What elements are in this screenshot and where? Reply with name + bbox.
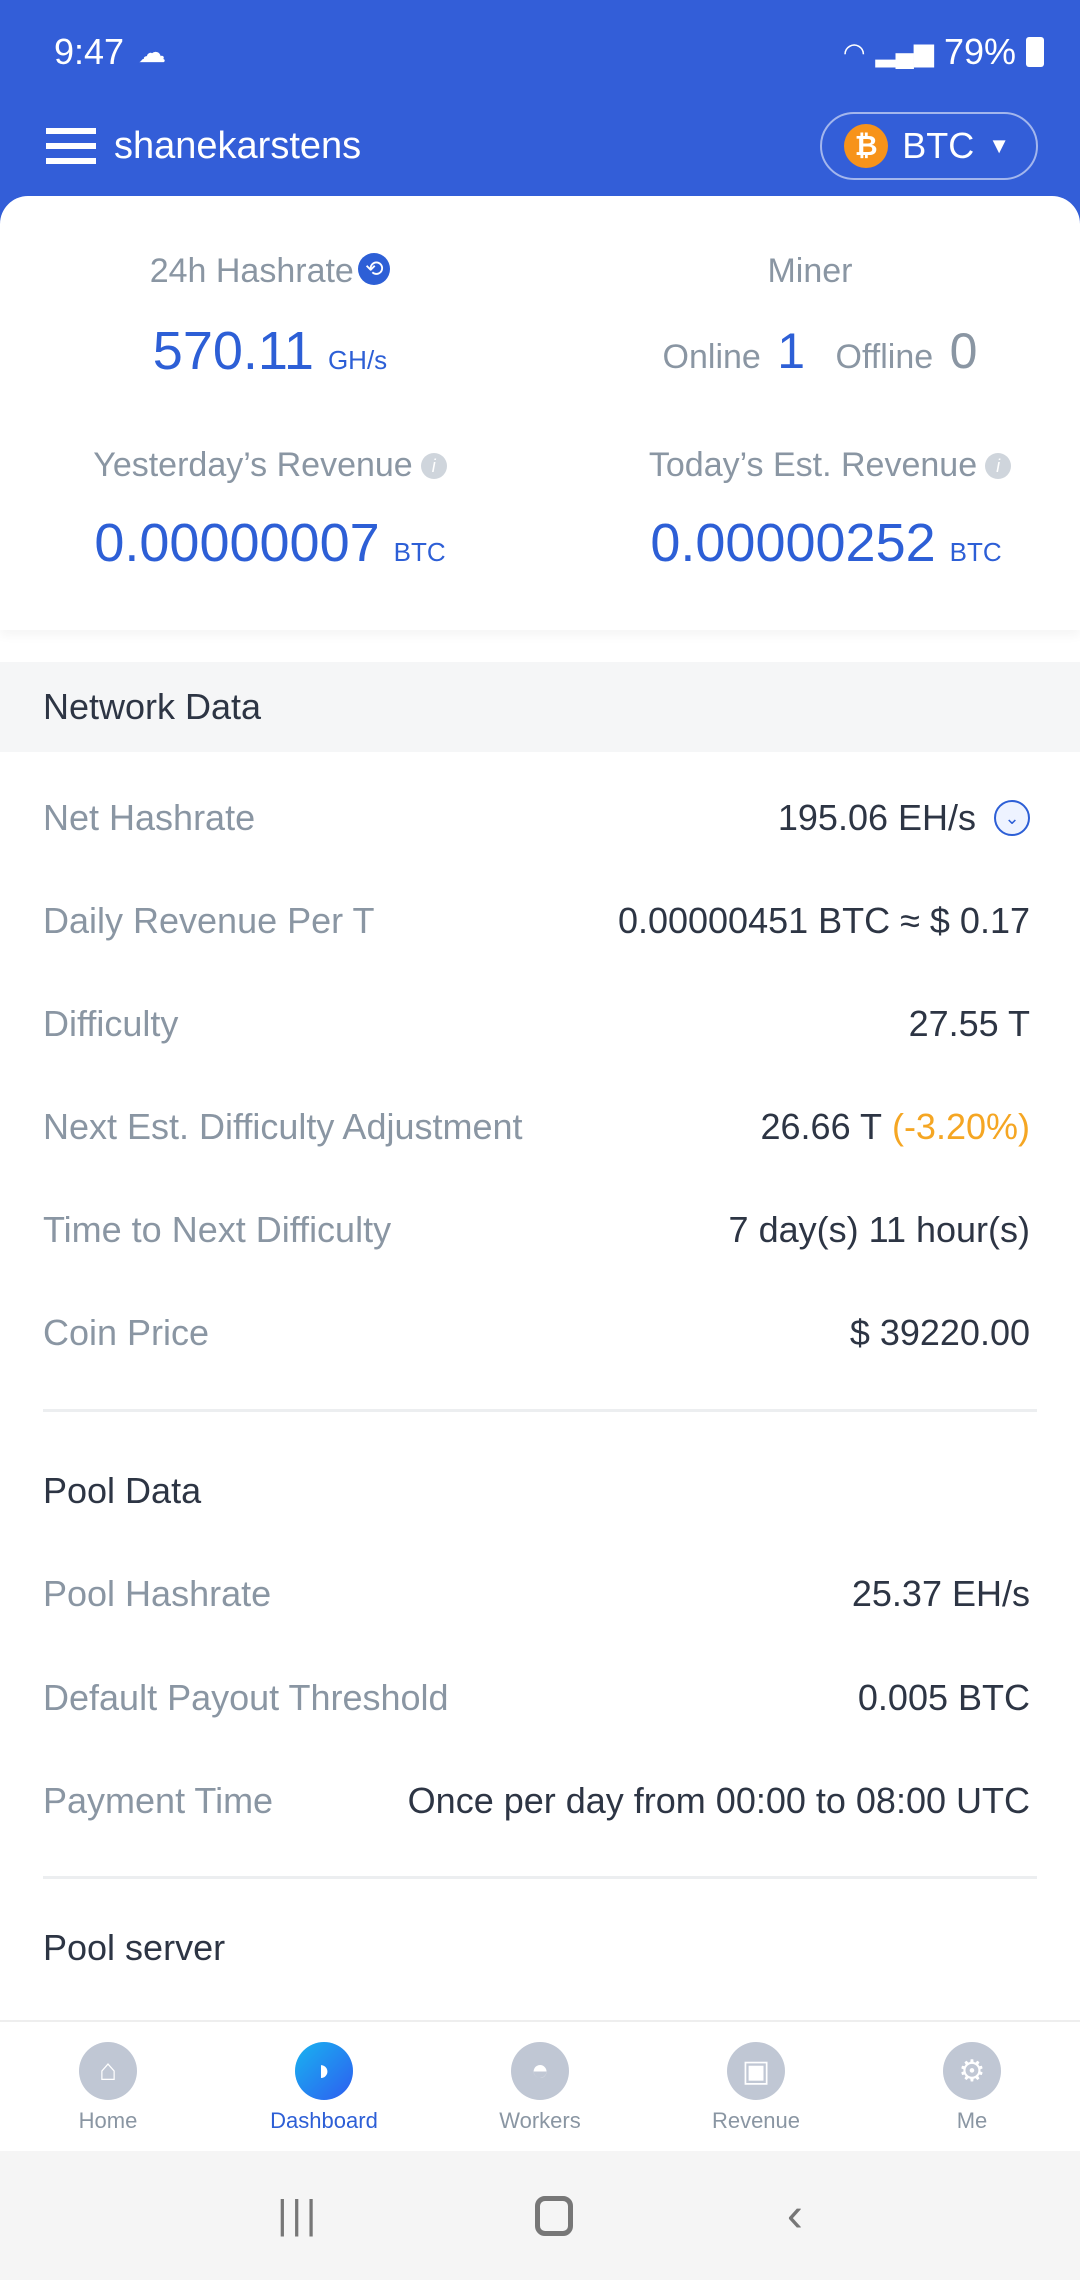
network-data-header: Network Data — [0, 662, 1080, 752]
bitcoin-icon: ₿ — [844, 124, 889, 168]
signal-icon: ▂▄▆ — [875, 36, 934, 67]
divider — [43, 1409, 1037, 1412]
today-unit: BTC — [949, 537, 1002, 567]
daily-revenue-row: Daily Revenue Per T 0.00000451 BTC ≈ $ 0.… — [43, 891, 1030, 951]
pool-hashrate-row: Pool Hashrate 25.37 EH/s — [43, 1564, 1030, 1624]
tab-home[interactable]: ⌂ Home — [0, 2022, 216, 2151]
info-icon[interactable]: i — [420, 453, 447, 479]
tab-revenue[interactable]: ▣ Revenue — [648, 2022, 864, 2151]
menu-icon[interactable] — [46, 128, 96, 164]
offline-label: Offline — [835, 338, 934, 376]
hardhat-icon: ◓ — [511, 2042, 569, 2100]
tab-me[interactable]: ⚙ Me — [864, 2022, 1080, 2151]
row-value: Once per day from 00:00 to 08:00 UTC — [407, 1780, 1030, 1821]
offline-count[interactable]: 0 — [949, 323, 978, 379]
back-icon[interactable]: ‹ — [786, 2189, 803, 2242]
pool-data-header: Pool Data — [43, 1470, 202, 1511]
hashrate-label: 24h Hashrate — [149, 252, 354, 290]
row-label: Daily Revenue Per T — [43, 900, 375, 941]
status-bar: 9:47 ☁ ◠ ▂▄▆ 79% — [54, 26, 1044, 78]
caret-down-icon: ▼ — [988, 133, 1010, 158]
chevron-down-icon[interactable]: ⌄ — [994, 800, 1030, 836]
difficulty-row: Difficulty 27.55 T — [43, 994, 1030, 1054]
payout-threshold-row: Default Payout Threshold 0.005 BTC — [43, 1668, 1030, 1728]
row-value: 0.00000451 BTC ≈ $ 0.17 — [617, 900, 1030, 941]
summary-card: 24h Hashrate ⟲ 570.11 GH/s Miner Online 1… — [0, 196, 1080, 630]
today-revenue-label: Today’s Est. Revenue — [648, 446, 978, 484]
pool-server-header: Pool server — [43, 1927, 226, 1968]
battery-icon — [1026, 37, 1044, 67]
row-label: Coin Price — [43, 1312, 210, 1353]
row-label: Difficulty — [43, 1003, 179, 1044]
tab-label: Workers — [499, 2108, 581, 2133]
payment-time-row: Payment Time Once per day from 00:00 to 0… — [43, 1771, 1030, 1831]
hashrate-unit: GH/s — [327, 345, 388, 375]
row-value: $ 39220.00 — [849, 1312, 1030, 1353]
username: shanekarstens — [114, 124, 362, 167]
info-icon[interactable]: i — [985, 453, 1012, 479]
row-value: 7 day(s) 11 hour(s) — [728, 1209, 1030, 1250]
refresh-icon[interactable]: ⟲ — [358, 253, 391, 285]
tab-label: Revenue — [711, 2108, 801, 2133]
yesterday-unit: BTC — [393, 537, 446, 567]
tab-dashboard[interactable]: ◗ Dashboard — [216, 2022, 432, 2151]
row-label: Time to Next Difficulty — [43, 1209, 392, 1250]
row-value: 25.37 EH/s — [851, 1573, 1030, 1614]
miner-label: Miner — [767, 252, 853, 290]
difficulty-change: (-3.20%) — [891, 1106, 1030, 1147]
coin-selector[interactable]: ₿ BTC ▼ — [820, 112, 1038, 180]
yesterday-revenue-label: Yesterday’s Revenue — [93, 446, 413, 484]
coin-price-row: Coin Price $ 39220.00 — [43, 1303, 1030, 1363]
row-label: Next Est. Difficulty Adjustment — [43, 1106, 523, 1147]
dashboard-fish-icon: ◗ — [295, 2042, 353, 2100]
home-button-icon[interactable] — [534, 2195, 573, 2236]
row-label: Net Hashrate — [43, 797, 256, 838]
online-label: Online — [662, 338, 761, 376]
row-label: Default Payout Threshold — [43, 1677, 449, 1718]
tab-workers[interactable]: ◓ Workers — [432, 2022, 648, 2151]
notification-icon: ☁ — [138, 36, 167, 68]
tab-label: Home — [78, 2108, 138, 2133]
wifi-icon: ◠ — [842, 36, 866, 67]
home-icon: ⌂ — [79, 2042, 137, 2100]
row-value: 26.66 T — [760, 1106, 882, 1147]
status-time: 9:47 — [54, 31, 125, 72]
divider — [43, 1876, 1037, 1879]
row-value: 27.55 T — [908, 1003, 1030, 1044]
wallet-icon: ▣ — [727, 2042, 785, 2100]
gear-icon: ⚙ — [943, 2042, 1001, 2100]
online-count[interactable]: 1 — [777, 323, 806, 379]
battery-level: 79% — [943, 31, 1016, 72]
row-label: Payment Time — [43, 1780, 274, 1821]
yesterday-revenue-value: 0.00000007 — [94, 513, 380, 573]
tab-label: Dashboard — [270, 2108, 378, 2133]
app-header-bg — [0, 0, 1080, 230]
hashrate-value: 570.11 — [152, 321, 314, 381]
system-nav-bar: ||| ‹ — [0, 2151, 1080, 2280]
next-difficulty-row: Next Est. Difficulty Adjustment 26.66 T (-… — [43, 1097, 1030, 1157]
bottom-tab-bar: ⌂ Home ◗ Dashboard ◓ Workers ▣ Revenue ⚙ Me — [0, 2020, 1080, 2151]
row-value: 195.06 EH/s — [777, 797, 976, 838]
row-label: Pool Hashrate — [43, 1573, 272, 1614]
tab-label: Me — [956, 2108, 988, 2133]
recents-icon[interactable]: ||| — [277, 2193, 321, 2237]
coin-label: BTC — [902, 125, 975, 166]
row-value: 0.005 BTC — [857, 1677, 1030, 1718]
today-revenue-value: 0.00000252 — [650, 513, 936, 573]
net-hashrate-row[interactable]: Net Hashrate 195.06 EH/s ⌄ — [43, 788, 1030, 848]
time-to-difficulty-row: Time to Next Difficulty 7 day(s) 11 hour(… — [43, 1200, 1030, 1260]
